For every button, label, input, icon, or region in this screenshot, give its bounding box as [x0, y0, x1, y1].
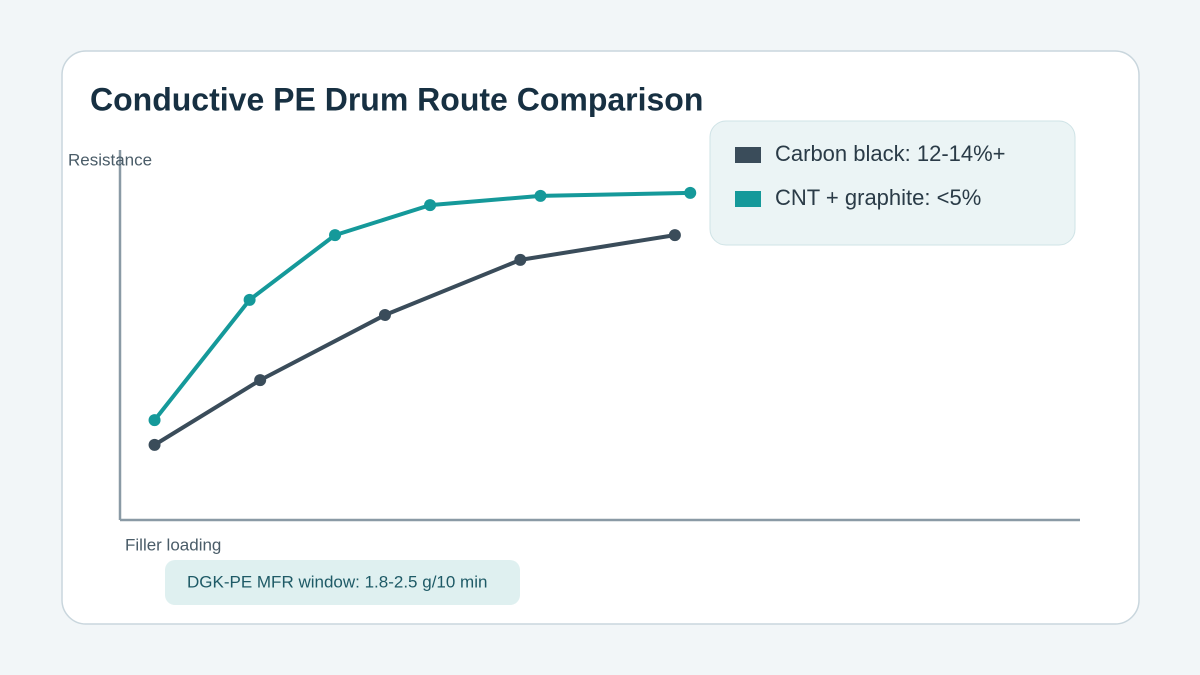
data-point [254, 374, 267, 387]
data-point [514, 253, 527, 266]
plot [148, 186, 697, 451]
data-point [329, 229, 342, 242]
annotation-box [165, 560, 520, 605]
x-axis-label: Filler loading [125, 535, 221, 554]
data-point [424, 199, 437, 212]
legend-label: Carbon black: 12-14%+ [775, 141, 1006, 166]
annotation: DGK-PE MFR window: 1.8-2.5 g/10 min [187, 572, 487, 591]
series-line [152, 190, 691, 422]
legend-swatch [735, 147, 761, 163]
legend-box [709, 120, 1076, 246]
y-axis-label: Resistance [68, 150, 152, 169]
legend-label: CNT + graphite: <5% [775, 185, 981, 210]
legend-swatch [735, 191, 761, 207]
data-point [148, 438, 161, 451]
data-point [378, 309, 391, 322]
data-point [668, 229, 681, 242]
data-point [148, 414, 161, 427]
data-point [243, 293, 256, 306]
chart-title: Conductive PE Drum Route Comparison [90, 81, 703, 117]
data-point [684, 186, 697, 199]
legend: Carbon black: 12-14%+ CNT + graphite: <5% [709, 120, 1076, 246]
data-point [534, 189, 547, 202]
